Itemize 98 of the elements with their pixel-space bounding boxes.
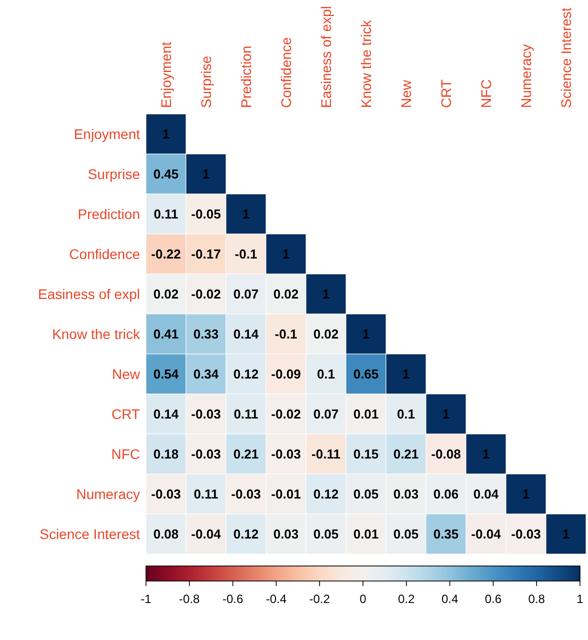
data-label: -0.02 — [191, 286, 221, 302]
data-label: 0.33 — [193, 326, 219, 342]
x-tick-label: Numeracy — [518, 44, 534, 108]
data-label: 0.21 — [393, 446, 419, 462]
x-tick-label: CRT — [438, 79, 454, 108]
data-label: -0.01 — [271, 486, 301, 502]
data-label: 0.1 — [316, 366, 336, 382]
data-label: 0.03 — [393, 486, 419, 502]
data-label: 1 — [322, 286, 330, 302]
x-tick-label: New — [398, 79, 414, 108]
data-label: 0.05 — [353, 486, 379, 502]
x-tick-label: NFC — [478, 79, 494, 108]
y-tick-label: Confidence — [69, 246, 140, 262]
data-label: 0.11 — [154, 206, 178, 222]
data-label: 0.41 — [153, 326, 179, 342]
data-label: 0.01 — [353, 526, 379, 542]
data-label: 0.05 — [313, 526, 339, 542]
data-label: -0.03 — [271, 446, 301, 462]
data-label: 0.14 — [233, 326, 260, 342]
data-label: 1 — [442, 406, 450, 422]
data-label: 0.45 — [153, 166, 179, 182]
data-label: -0.1 — [234, 246, 258, 262]
data-label: -0.03 — [191, 446, 221, 462]
color-bar-label: 0.4 — [441, 592, 458, 606]
data-label: 0.1 — [396, 406, 416, 422]
data-label: -0.22 — [151, 246, 181, 262]
data-label: -0.05 — [191, 206, 221, 222]
color-bar-label: 1 — [576, 592, 584, 606]
data-label: -0.03 — [151, 486, 181, 502]
data-label: 0.21 — [233, 446, 259, 462]
data-label: -0.11 — [312, 446, 340, 462]
data-label: 0.14 — [153, 406, 180, 422]
data-label: 0.07 — [233, 286, 259, 302]
y-tick-label: Numeracy — [76, 486, 140, 502]
data-label: -0.04 — [471, 526, 502, 542]
x-tick-label: Confidence — [278, 36, 294, 108]
data-label: 0.12 — [313, 486, 339, 502]
data-label: 0.34 — [193, 366, 220, 382]
data-label: 0.04 — [473, 486, 500, 502]
x-tick-label: Surprise — [198, 56, 214, 108]
y-tick-label: Know the trick — [52, 326, 141, 342]
x-tick-label: Prediction — [238, 46, 254, 108]
data-label: 1 — [362, 326, 370, 342]
data-label: 1 — [162, 126, 170, 142]
y-tick-label: Prediction — [78, 206, 140, 222]
data-label: 0.06 — [433, 486, 459, 502]
data-label: 0.02 — [153, 286, 179, 302]
data-label: -0.03 — [231, 486, 261, 502]
data-label: 0.08 — [153, 526, 179, 542]
color-bar-label: -1 — [140, 592, 152, 606]
data-label: -0.03 — [511, 526, 541, 542]
y-tick-label: Science Interest — [40, 526, 140, 542]
data-label: 0.11 — [234, 406, 258, 422]
data-label: 0.54 — [153, 366, 180, 382]
color-bar-label: 0.2 — [398, 592, 416, 606]
color-bar-label: -0.2 — [309, 592, 330, 606]
y-tick-label: Easiness of expl — [38, 286, 140, 302]
data-label: -0.04 — [191, 526, 222, 542]
x-tick-label: Science Interest — [558, 8, 574, 108]
data-label: 1 — [482, 446, 490, 462]
y-tick-label: Enjoyment — [74, 126, 140, 142]
data-label: 0.18 — [153, 446, 179, 462]
data-label: 0.05 — [393, 526, 419, 542]
data-label: 0.03 — [273, 526, 299, 542]
data-label: 0.07 — [313, 406, 339, 422]
data-label: 0.35 — [433, 526, 459, 542]
color-bar-label: 0.6 — [484, 592, 502, 606]
y-tick-label: NFC — [111, 446, 140, 462]
y-tick-label: New — [112, 366, 141, 382]
data-label: 0.01 — [353, 406, 379, 422]
data-label: 1 — [202, 166, 210, 182]
data-label: 1 — [242, 206, 250, 222]
data-label: 0.12 — [233, 366, 259, 382]
color-bar-label: -0.6 — [222, 592, 244, 606]
y-tick-label: Surprise — [88, 166, 140, 182]
data-label: 0.15 — [353, 446, 379, 462]
data-label: 0.12 — [233, 526, 259, 542]
color-bar-label: 0 — [360, 592, 367, 606]
data-label: 1 — [522, 486, 530, 502]
data-label: 0.02 — [313, 326, 339, 342]
data-label: -0.08 — [431, 446, 461, 462]
color-bar-label: -0.8 — [179, 592, 200, 606]
data-label: -0.1 — [274, 326, 298, 342]
data-label: 1 — [402, 366, 410, 382]
color-bar-label: 0.8 — [528, 592, 546, 606]
color-bar-label: -0.4 — [266, 592, 287, 606]
data-label: -0.03 — [191, 406, 221, 422]
data-label: -0.17 — [191, 246, 221, 262]
data-label: -0.02 — [271, 406, 301, 422]
data-label: 0.11 — [194, 486, 218, 502]
data-label: -0.09 — [271, 366, 301, 382]
data-label: 1 — [282, 246, 290, 262]
data-label: 0.02 — [273, 286, 299, 302]
x-tick-label: Know the trick — [358, 19, 374, 108]
data-label: 0.65 — [353, 366, 379, 382]
data-label: 1 — [562, 526, 570, 542]
y-tick-label: CRT — [111, 406, 140, 422]
x-tick-label: Easiness of expl — [318, 6, 334, 108]
